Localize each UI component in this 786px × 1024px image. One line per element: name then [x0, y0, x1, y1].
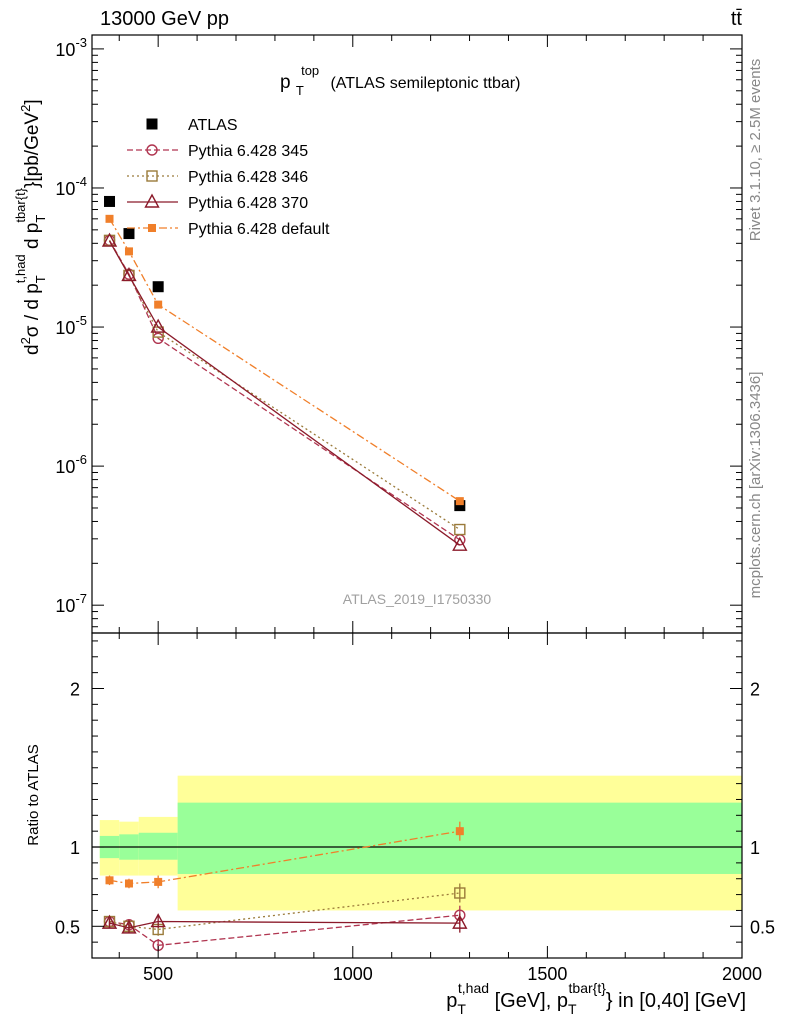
legend-label-atlas: ATLAS [188, 117, 238, 134]
x-tick-label: 1500 [527, 964, 567, 984]
ratio-bands [99, 775, 743, 911]
x-tick-label: 500 [143, 964, 173, 984]
data-point-atlas [123, 228, 135, 240]
main-y-tick-label: 10-3 [55, 35, 87, 60]
ratio-y-tick-label-right: 0.5 [750, 917, 775, 937]
main-y-tick-label: 10-7 [55, 591, 87, 616]
data-point-pdef [154, 300, 163, 309]
header-collision-label: 13000 GeV pp [100, 8, 229, 30]
ratio-line-p345 [109, 914, 460, 946]
series-p346 [103, 234, 466, 536]
ratio-line-p346 [109, 892, 460, 931]
series-line-pdef [108, 218, 461, 502]
ratio-y-tick-label-right: 1 [750, 838, 760, 858]
legend-entry-atlas: ATLAS [146, 117, 238, 134]
ratio-y-tick-label-right: 2 [750, 679, 760, 699]
ratio-y-tick-label: 2 [70, 679, 80, 699]
ratio-series [101, 821, 468, 952]
legend-marker-atlas [146, 118, 158, 130]
main-y-tick-label: 10-4 [55, 174, 87, 199]
data-point-p370 [150, 318, 166, 333]
main-panel: 10-3 10-4 10-5 10-6 10-7 p T top (ATLAS semi… [13, 34, 743, 634]
analysis-id-label: ATLAS_2019_I1750330 [343, 591, 492, 607]
data-point-atlas [104, 195, 116, 207]
legend-entry-p345: Pythia 6.428 345 [127, 143, 308, 160]
data-point-atlas [152, 281, 164, 293]
ratio-point-p370 [150, 913, 166, 928]
ratio-y-tick-label: 0.5 [55, 917, 80, 937]
main-y-axis-label: d2σ / d pTt,had d pTtbar{t}}[pb/GeV2] [13, 99, 48, 355]
main-y-tick-label: 10-5 [55, 313, 87, 338]
ratio-series-p370 [101, 913, 468, 934]
ratio-line-p370 [109, 920, 460, 929]
ratio-y-axis-label: Ratio to ATLAS [25, 744, 42, 845]
ratio-point-p370 [101, 914, 118, 929]
uncertainty-band-stat [138, 832, 178, 860]
legend-entry-p370: Pythia 6.428 370 [127, 193, 308, 212]
ratio-point-p370 [452, 914, 468, 929]
series-p370 [101, 232, 468, 551]
main-ticks: 10-3 10-4 10-5 10-6 10-7 [55, 35, 743, 633]
data-point-atlas [454, 500, 466, 512]
ratio-series-pdef [105, 821, 464, 889]
legend-marker-pdef [148, 224, 156, 232]
series-line-p370 [108, 240, 461, 546]
main-series [101, 195, 468, 551]
legend-label-p346: Pythia 6.428 346 [188, 169, 308, 186]
x-axis-label: pTt,had [GeV], pTtbar{t}} in [0,40] [GeV… [446, 980, 746, 1017]
legend-marker-p370 [144, 193, 160, 208]
legend-label-pdef: Pythia 6.428 default [188, 221, 330, 238]
header-process-label: tt̄ [731, 8, 743, 30]
data-point-p345 [152, 332, 164, 345]
x-tick-label: 2000 [722, 964, 762, 984]
legend-entry-pdef: Pythia 6.428 default [127, 221, 330, 238]
title-sup: top [301, 63, 319, 78]
mcplots-reference-label: mcplots.cern.ch [arXiv:1306.3436] [747, 372, 764, 599]
title-sub: T [296, 83, 304, 98]
data-point-pdef [124, 247, 133, 256]
ratio-plot-frame [91, 632, 743, 959]
main-plot-title: p T top (ATLAS semileptonic ttbar) [280, 59, 520, 100]
ratio-ticks: 0.5 0.5 1 1 2 2 500 1000 1500 2000 [55, 633, 775, 984]
ratio-point-p370 [121, 919, 137, 934]
title-rest: (ATLAS semileptonic ttbar) [330, 75, 520, 92]
legend-marker-p345 [146, 144, 158, 156]
data-point-p370 [121, 266, 137, 282]
series-atlas [104, 195, 466, 512]
title-base: p [280, 72, 291, 93]
legend-label-p370: Pythia 6.428 370 [188, 195, 308, 212]
x-tick-label: 1000 [333, 964, 373, 984]
main-y-tick-label: 10-6 [55, 452, 87, 477]
legend: ATLAS Pythia 6.428 345 Pythia 6.428 346 Pyt… [127, 117, 330, 238]
data-point-pdef [455, 497, 464, 506]
rivet-version-label: Rivet 3.1.10, ≥ 2.5M events [747, 59, 764, 242]
ratio-point-pdef [105, 876, 114, 885]
series-pdef [105, 214, 464, 506]
data-point-p370 [452, 536, 468, 551]
ratio-line-pdef [109, 830, 460, 885]
ratio-point-pdef [154, 877, 163, 886]
data-point-p370 [101, 232, 118, 247]
ratio-panel: 0.5 0.5 1 1 2 2 500 1000 1500 2000 Ratio to ATLAS… [25, 632, 775, 1017]
data-point-p346 [454, 523, 466, 536]
data-point-pdef [105, 214, 114, 223]
ratio-y-tick-label: 1 [70, 838, 80, 858]
ratio-point-pdef [455, 827, 464, 836]
ratio-point-pdef [124, 879, 133, 888]
ratio-point-p346 [454, 887, 466, 899]
legend-entry-p346: Pythia 6.428 346 [127, 169, 308, 186]
legend-marker-p346 [146, 170, 158, 182]
legend-label-p345: Pythia 6.428 345 [188, 143, 308, 160]
